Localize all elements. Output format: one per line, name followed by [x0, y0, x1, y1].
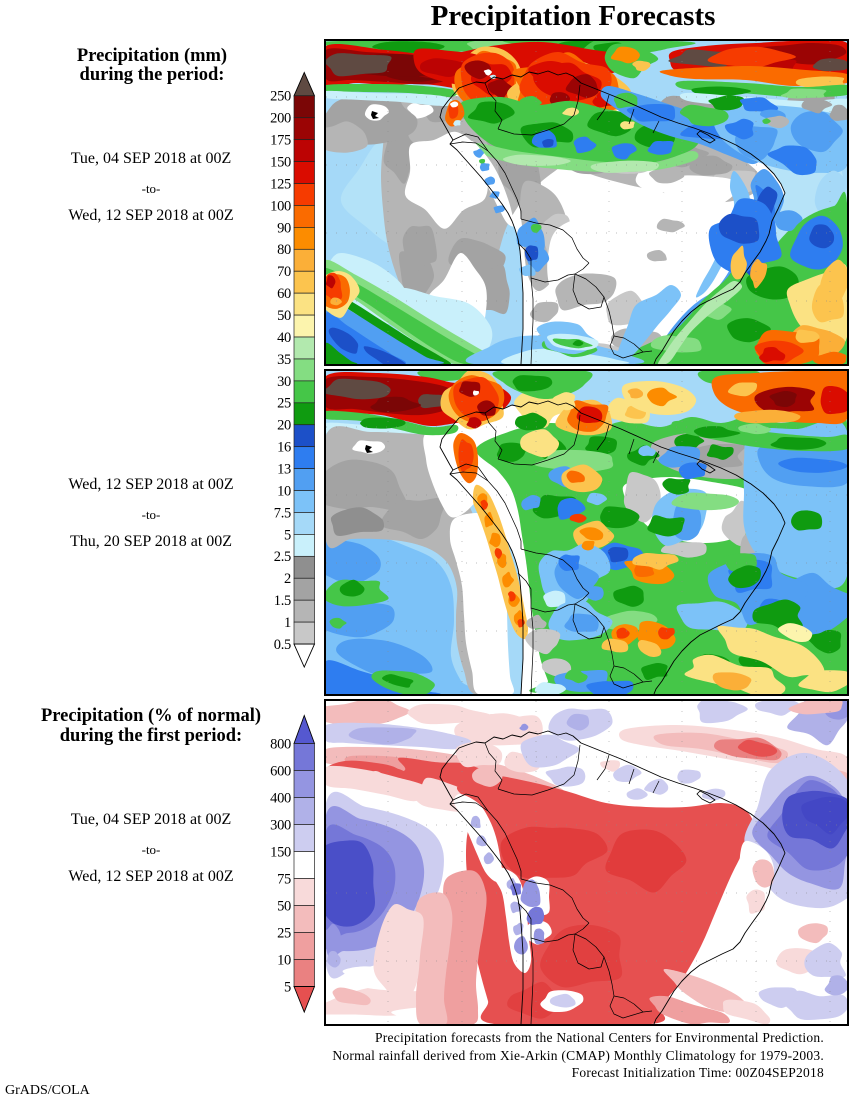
svg-text:7.5: 7.5 — [274, 505, 291, 521]
svg-text:10: 10 — [277, 483, 291, 499]
svg-text:600: 600 — [270, 763, 291, 779]
svg-text:16: 16 — [277, 440, 291, 456]
svg-text:80: 80 — [277, 242, 291, 258]
svg-text:2.5: 2.5 — [274, 549, 291, 565]
svg-text:200: 200 — [270, 111, 291, 127]
svg-text:400: 400 — [270, 790, 291, 806]
svg-text:25: 25 — [277, 925, 291, 941]
svg-text:70: 70 — [277, 264, 291, 280]
svg-text:10: 10 — [277, 952, 291, 968]
svg-text:50: 50 — [277, 898, 291, 914]
svg-text:2: 2 — [284, 571, 291, 587]
svg-text:30: 30 — [277, 374, 291, 390]
svg-text:75: 75 — [277, 871, 291, 887]
svg-text:100: 100 — [270, 198, 291, 214]
svg-text:125: 125 — [270, 176, 291, 192]
svg-text:150: 150 — [270, 154, 291, 170]
svg-text:1.5: 1.5 — [274, 593, 291, 609]
svg-text:150: 150 — [270, 844, 291, 860]
svg-text:50: 50 — [277, 308, 291, 324]
svg-text:5: 5 — [284, 979, 291, 995]
svg-text:800: 800 — [270, 736, 291, 752]
svg-text:300: 300 — [270, 817, 291, 833]
svg-text:40: 40 — [277, 330, 291, 346]
svg-text:250: 250 — [270, 89, 291, 105]
svg-text:25: 25 — [277, 396, 291, 412]
svg-text:0.5: 0.5 — [274, 637, 291, 653]
svg-text:1: 1 — [284, 615, 291, 631]
svg-text:20: 20 — [277, 418, 291, 434]
svg-text:175: 175 — [270, 133, 291, 149]
svg-text:60: 60 — [277, 286, 291, 302]
svg-text:90: 90 — [277, 220, 291, 236]
svg-text:13: 13 — [277, 462, 291, 478]
svg-text:35: 35 — [277, 352, 291, 368]
svg-text:5: 5 — [284, 527, 291, 543]
